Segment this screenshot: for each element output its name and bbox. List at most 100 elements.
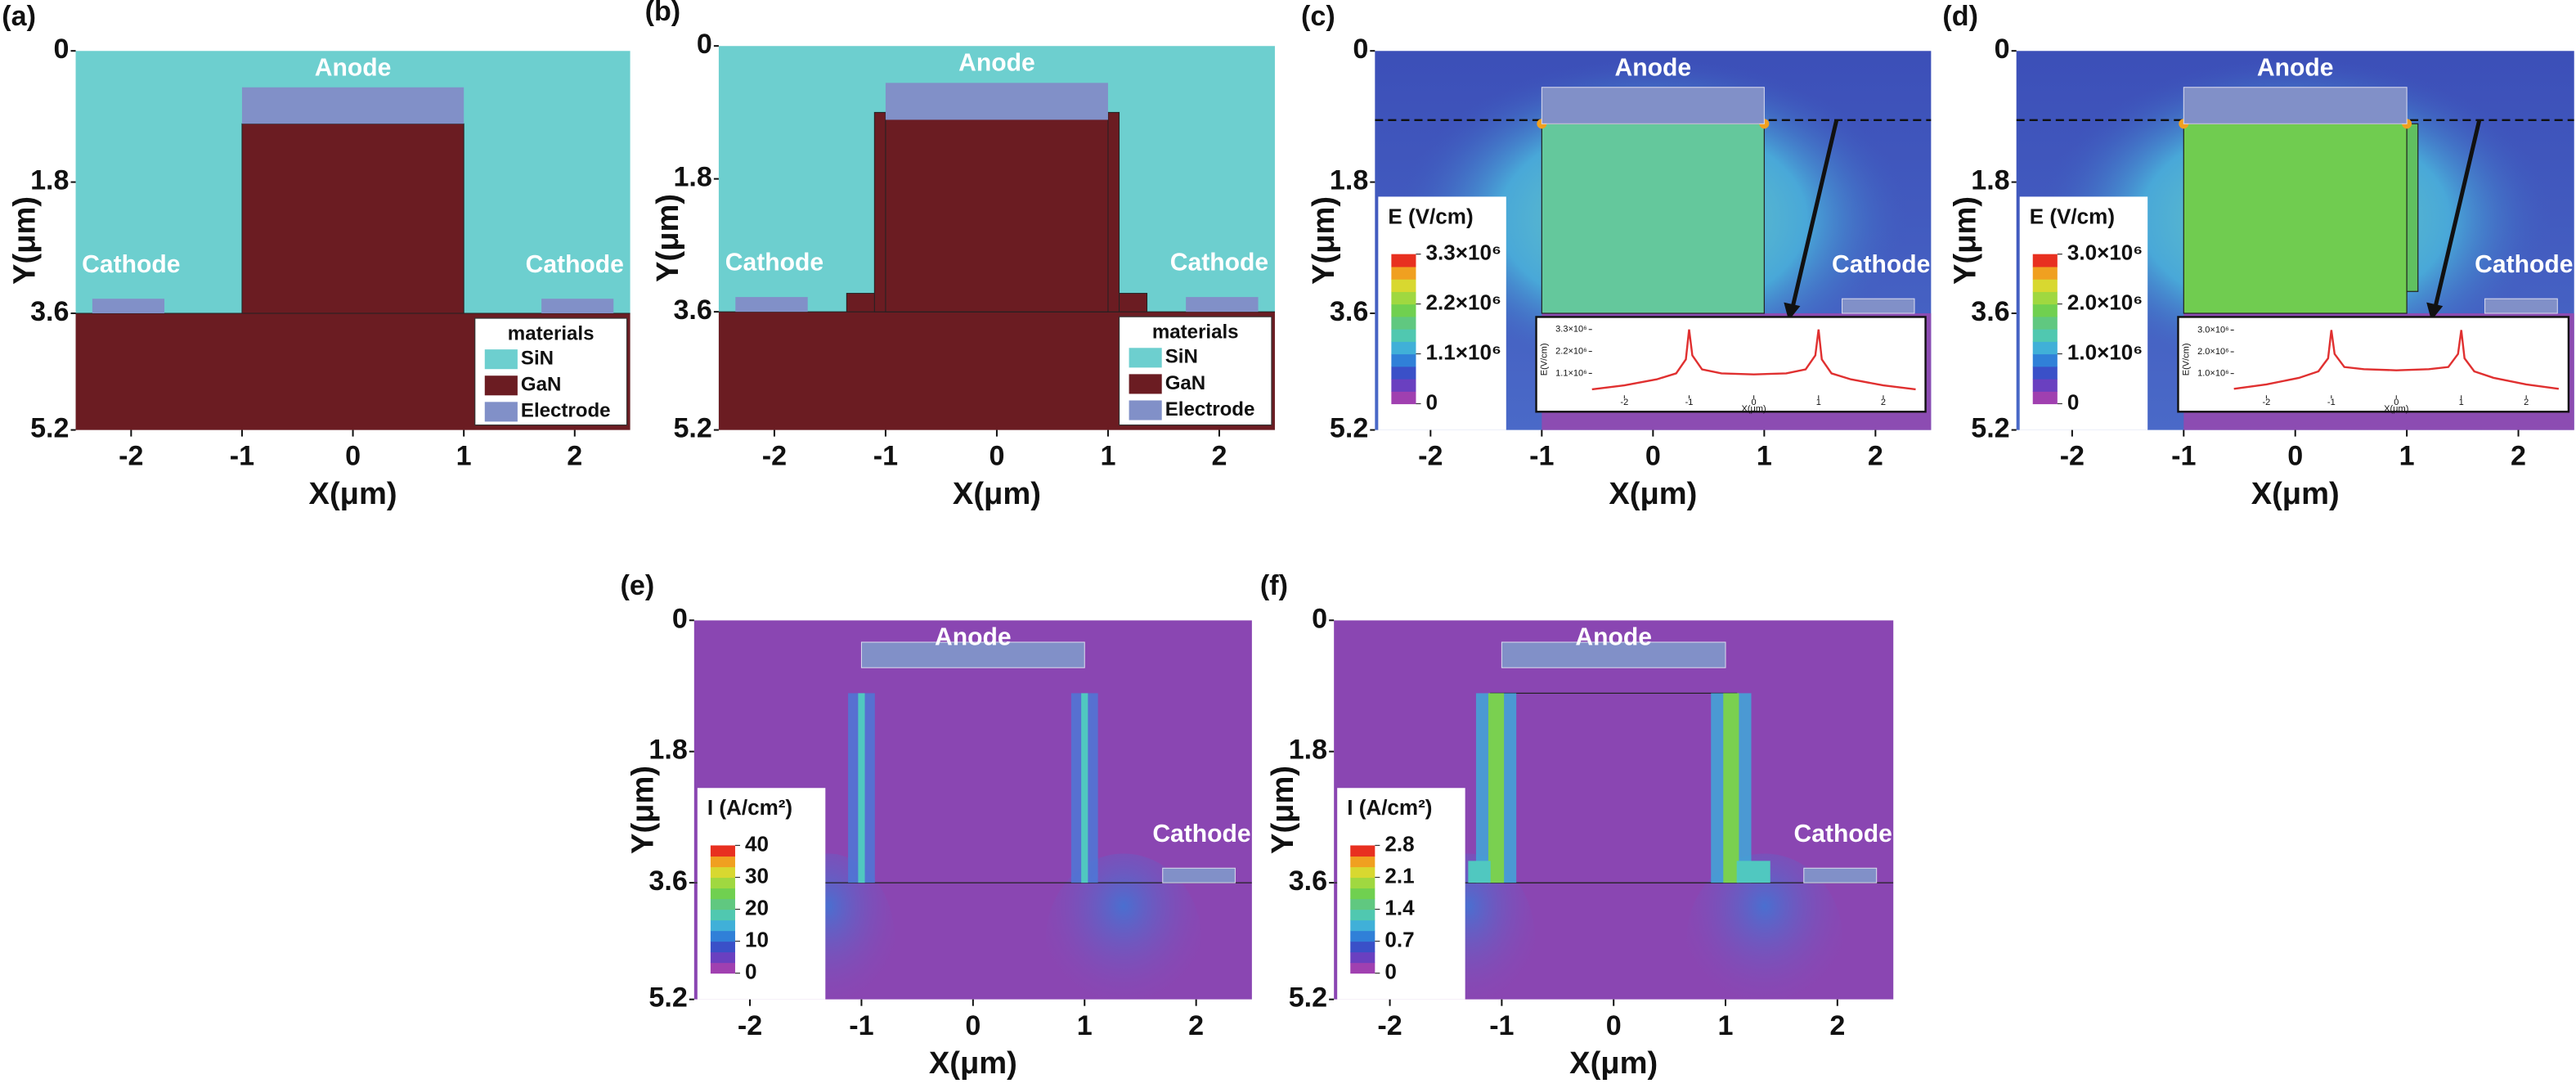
legend-title: materials bbox=[1152, 321, 1239, 344]
x-tick-label: -1 bbox=[230, 441, 254, 472]
x-tick-label: 2 bbox=[2511, 441, 2526, 472]
colorbar-swatch bbox=[710, 845, 735, 857]
colorbar-swatch bbox=[1350, 856, 1376, 868]
cathode-electrode bbox=[1842, 298, 1915, 314]
x-tick-label: -1 bbox=[1529, 441, 1554, 472]
inset-y-label: E(V/cm) bbox=[2181, 343, 2191, 375]
inset-y-tick-label: 3.0×10⁶ bbox=[2197, 325, 2229, 335]
colorbar-swatch bbox=[710, 888, 735, 900]
colorbar-tick-label: 2.1 bbox=[1384, 863, 1414, 888]
y-tick-label: 3.6 bbox=[1289, 865, 1327, 897]
colorbar-swatch bbox=[710, 898, 735, 910]
y-tick-label: 0 bbox=[672, 603, 688, 634]
colorbar-swatch bbox=[1350, 909, 1376, 921]
colorbar-swatch bbox=[1350, 951, 1376, 964]
legend-swatch bbox=[1129, 374, 1162, 394]
y-tick-label: 5.2 bbox=[1971, 413, 2009, 444]
colorbar-swatch bbox=[710, 930, 735, 942]
colorbar-swatch bbox=[2032, 254, 2058, 268]
colorbar-swatch bbox=[1391, 316, 1416, 330]
y-tick-label: 5.2 bbox=[30, 413, 69, 444]
cathode-electrode bbox=[1803, 867, 1878, 883]
mesa-field bbox=[2183, 123, 2408, 314]
colorbar-title: I (A/cm²) bbox=[707, 795, 792, 820]
inset-x-label: X(μm) bbox=[2384, 404, 2408, 414]
colorbar-swatch bbox=[1391, 329, 1416, 342]
y-tick-label: 3.6 bbox=[1330, 296, 1368, 327]
x-tick-label: 0 bbox=[1606, 1010, 1622, 1041]
anode-electrode bbox=[1501, 641, 1726, 668]
anode-electrode bbox=[2183, 87, 2408, 124]
colorbar-swatch bbox=[2032, 316, 2058, 330]
colorbar-swatch bbox=[2032, 341, 2058, 355]
x-tick-label: -1 bbox=[1489, 1010, 1514, 1041]
arrow bbox=[2432, 119, 2482, 311]
current-streak bbox=[1723, 693, 1739, 883]
inset-y-tick-label: 2.0×10⁶ bbox=[2197, 347, 2229, 357]
cathode-electrode bbox=[2484, 298, 2558, 314]
colorbar-swatch bbox=[1350, 877, 1376, 889]
inset-x-tick-label: 1 bbox=[1816, 398, 1821, 407]
inset-x-tick-label: 2 bbox=[1881, 398, 1886, 407]
x-axis-title: X(μm) bbox=[1569, 1046, 1658, 1081]
x-tick-label: -1 bbox=[2171, 441, 2196, 472]
colorbar-swatch bbox=[2032, 391, 2058, 405]
x-tick-label: 1 bbox=[1757, 441, 1772, 472]
inset-x-tick-label: -1 bbox=[1685, 398, 1694, 407]
cathode-label: Cathode bbox=[1832, 251, 1930, 278]
colorbar-tick-label: 2.8 bbox=[1384, 831, 1414, 856]
colorbar-title: E (V/cm) bbox=[2030, 204, 2115, 228]
x-tick-label: 0 bbox=[1645, 441, 1661, 472]
y-tick-label: 5.2 bbox=[648, 982, 687, 1014]
current-streak bbox=[858, 693, 865, 883]
x-tick-label: -1 bbox=[849, 1010, 873, 1041]
y-tick-label: 3.6 bbox=[1971, 296, 2009, 327]
colorbar-swatch bbox=[2032, 366, 2058, 380]
y-tick-label: 1.8 bbox=[1971, 165, 2009, 196]
colorbar-swatch bbox=[1391, 279, 1416, 292]
panel-label: (e) bbox=[621, 570, 655, 601]
colorbar-swatch bbox=[710, 856, 735, 868]
colorbar-swatch bbox=[1350, 898, 1376, 910]
cathode-electrode bbox=[735, 297, 808, 312]
y-axis-title: Y(μm) bbox=[626, 766, 661, 854]
colorbar-tick-label: 2.0×10⁶ bbox=[2067, 290, 2143, 314]
legend-label: SiN bbox=[1165, 346, 1198, 368]
inset-line bbox=[1591, 329, 1916, 391]
anode-label: Anode bbox=[1615, 54, 1692, 81]
anode-electrode bbox=[1541, 87, 1765, 124]
legend-swatch bbox=[484, 349, 518, 370]
y-axis-title: Y(μm) bbox=[7, 196, 42, 285]
cathode-label: Cathode bbox=[526, 251, 624, 278]
colorbar-swatch bbox=[2032, 279, 2058, 292]
y-axis-title: Y(μm) bbox=[1266, 766, 1300, 854]
colorbar-swatch bbox=[710, 919, 735, 932]
x-tick-label: 1 bbox=[1718, 1010, 1734, 1041]
x-tick-label: 0 bbox=[2287, 441, 2303, 472]
inset-x-tick-label: 0 bbox=[2394, 398, 2399, 407]
y-tick-label: 3.6 bbox=[648, 865, 687, 897]
panel-label: (f) bbox=[1260, 570, 1288, 601]
anode-electrode bbox=[885, 83, 1108, 120]
colorbar-swatch bbox=[710, 951, 735, 964]
x-tick-label: -2 bbox=[1377, 1010, 1402, 1041]
cathode-electrode bbox=[541, 299, 614, 313]
panel: materials SiN GaN Electrode Anode Cathode Cath… bbox=[2, 1, 631, 511]
gan-core bbox=[885, 111, 1109, 312]
legend-label: GaN bbox=[521, 374, 561, 396]
current-streak bbox=[1736, 861, 1770, 883]
x-axis-title: X(μm) bbox=[309, 477, 397, 511]
legend-swatch bbox=[1129, 348, 1162, 368]
anode-label: Anode bbox=[935, 624, 1012, 651]
anode-electrode bbox=[860, 641, 1085, 668]
inset-box bbox=[1535, 316, 1927, 413]
colorbar-swatch bbox=[1391, 291, 1416, 305]
colorbar-title: E (V/cm) bbox=[1388, 204, 1473, 228]
x-tick-label: 0 bbox=[965, 1010, 981, 1041]
legend-swatch bbox=[484, 402, 518, 422]
colorbar-swatch bbox=[1350, 888, 1376, 900]
inset-x-tick-label: -2 bbox=[1620, 398, 1628, 407]
colorbar-swatch bbox=[1350, 845, 1376, 857]
y-tick-label: 3.6 bbox=[673, 294, 711, 326]
y-tick-label: 5.2 bbox=[673, 413, 711, 444]
